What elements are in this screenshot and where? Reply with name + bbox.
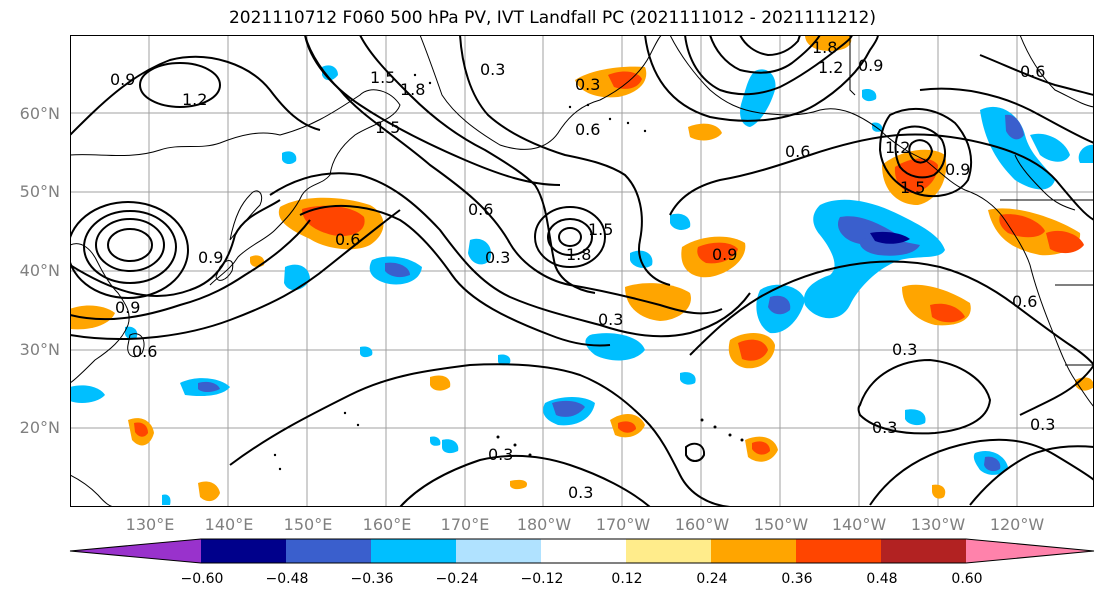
lon-label: 160°W (674, 515, 730, 534)
contour-label: 1.5 (375, 118, 400, 137)
contour-labels: 0.9 1.2 1.5 1.8 1.5 0.3 0.3 0.6 0.6 1.2 … (110, 38, 1055, 502)
contour-label: 1.2 (182, 90, 207, 109)
colorbar-segment (796, 539, 881, 563)
lat-label: 40°N (19, 261, 60, 280)
pv-contours (70, 35, 1094, 507)
contour-label: 0.6 (575, 120, 600, 139)
contour-label: 0.6 (335, 230, 360, 249)
lon-label: 160°E (362, 515, 412, 534)
contour-label: 0.6 (1020, 62, 1045, 81)
colorbar-tick: 0.24 (696, 571, 728, 587)
colorbar-segment (456, 539, 541, 563)
contour-label: 0.9 (858, 56, 883, 75)
lon-label: 140°E (204, 515, 254, 534)
lat-label: 50°N (19, 182, 60, 201)
contour-label: 1.5 (588, 220, 613, 239)
gridlines (70, 35, 1094, 507)
colorbar-segment (70, 539, 201, 563)
lon-label: 140°W (831, 515, 887, 534)
colorbar-tick: −0.12 (520, 571, 564, 587)
contour-label: 0.9 (110, 70, 135, 89)
colorbar-tick: 0.12 (611, 571, 643, 587)
colorbar-tick: 0.48 (866, 571, 898, 587)
contour-label: 0.3 (480, 60, 505, 79)
colorbar-outline (69, 538, 1095, 564)
colorbar-tick: 0.60 (951, 571, 983, 587)
lon-label: 130°W (910, 515, 966, 534)
colorbar-segment (541, 539, 626, 563)
contour-label: 0.3 (575, 75, 600, 94)
contour-label: 0.3 (485, 248, 510, 267)
colorbar-tick: −0.24 (435, 571, 479, 587)
contour-label: 0.9 (712, 245, 737, 264)
lon-label: 180°W (516, 515, 572, 534)
lat-label: 60°N (19, 104, 60, 123)
lon-label: 170°E (440, 515, 490, 534)
colorbar-tick: 0.36 (781, 571, 813, 587)
lon-label: 150°E (283, 515, 333, 534)
contour-label: 0.9 (198, 248, 223, 267)
lon-label: 120°W (989, 515, 1045, 534)
contour-label: 0.3 (892, 340, 917, 359)
contour-label: 0.6 (132, 342, 157, 361)
contour-label: 0.9 (945, 160, 970, 179)
lon-label: 170°W (595, 515, 651, 534)
colorbar-tick: −0.36 (350, 571, 394, 587)
coastlines (70, 35, 1094, 507)
lon-label: 150°W (753, 515, 809, 534)
colorbar-segment (881, 539, 966, 563)
colorbar-segment (711, 539, 796, 563)
colorbar-segment (371, 539, 456, 563)
colorbar-segment (286, 539, 371, 563)
contour-label: 1.2 (818, 58, 843, 77)
contour-label: 0.3 (598, 310, 623, 329)
colorbar-segment (201, 539, 286, 563)
map-canvas: 0.9 1.2 1.5 1.8 1.5 0.3 0.3 0.6 0.6 1.2 … (70, 35, 1094, 507)
contour-label: 0.6 (1012, 292, 1037, 311)
map-panel: 0.9 1.2 1.5 1.8 1.5 0.3 0.3 0.6 0.6 1.2 … (70, 35, 1094, 507)
contour-label: 1.5 (900, 178, 925, 197)
colorbar-segment (626, 539, 711, 563)
contour-label: 1.5 (370, 68, 395, 87)
lon-label: 130°E (125, 515, 175, 534)
lat-label: 20°N (19, 418, 60, 437)
contour-label: 0.3 (488, 445, 513, 464)
contour-label: 0.3 (872, 418, 897, 437)
map-frame (70, 35, 1094, 507)
map-title: 2021110712 F060 500 hPa PV, IVT Landfall… (228, 8, 876, 28)
contour-label: 0.3 (568, 483, 593, 502)
islands (273, 73, 744, 471)
ivt-shading (70, 35, 1094, 505)
contour-label: 0.6 (785, 142, 810, 161)
contour-label: 1.8 (812, 38, 837, 57)
contour-label: 1.2 (885, 138, 910, 157)
contour-label: 0.3 (1030, 415, 1055, 434)
colorbar (69, 538, 1095, 564)
lat-label: 30°N (19, 340, 60, 359)
colorbar-tick: −0.48 (265, 571, 309, 587)
contour-label: 0.6 (468, 200, 493, 219)
contour-label: 1.8 (566, 245, 591, 264)
contour-label: 0.9 (115, 298, 140, 317)
contour-label: 1.8 (400, 80, 425, 99)
colorbar-tick: −0.60 (180, 571, 224, 587)
colorbar-segment (966, 539, 1094, 563)
